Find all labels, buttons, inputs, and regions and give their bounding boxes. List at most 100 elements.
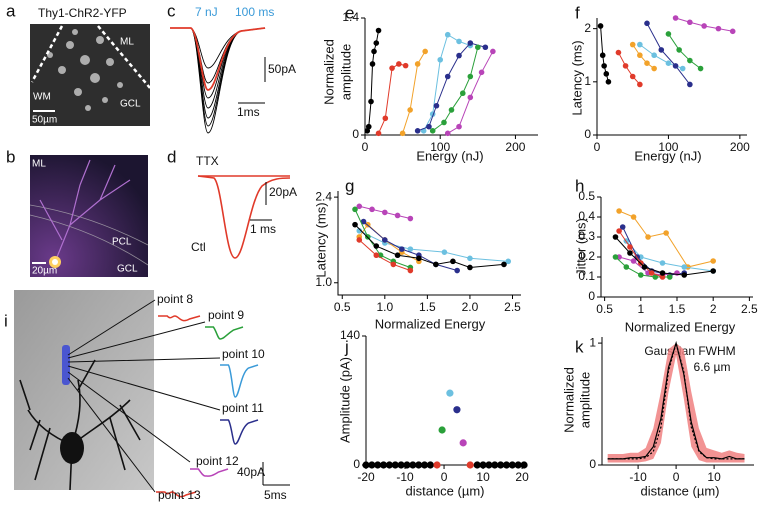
y-tick-label: 0.1	[578, 269, 595, 283]
trace	[170, 27, 266, 69]
data-point	[679, 65, 686, 72]
panel-letter: e	[345, 3, 354, 22]
x-tick-label: 0	[362, 140, 369, 154]
x-tick-label: 1	[637, 302, 644, 316]
data-point	[414, 128, 421, 134]
x-tick-label: 200	[505, 140, 525, 154]
x-tick-label: 0	[441, 470, 448, 484]
point-label: point 9	[208, 308, 244, 322]
x-tick-label: 0	[673, 470, 680, 484]
point-label: point 13	[158, 488, 201, 502]
trace	[190, 468, 229, 477]
data-point	[485, 461, 493, 469]
data-point	[416, 255, 422, 262]
annotation: 6.6 µm	[694, 360, 731, 374]
y-tick-label: 0.2	[578, 249, 595, 263]
data-point	[441, 119, 447, 126]
panel-letter: b	[6, 147, 15, 166]
y-axis-label: Latency (ms)	[313, 202, 328, 277]
y-axis-label: amplitude	[577, 372, 592, 428]
data-point	[623, 264, 630, 270]
traces-c	[170, 27, 266, 134]
y-tick-label: 0	[589, 457, 596, 471]
axes	[337, 191, 521, 296]
series-line	[646, 23, 691, 85]
data-point	[651, 52, 657, 59]
data-point	[362, 461, 370, 469]
panel-letter: f	[575, 3, 580, 22]
x-tick-label: 0.5	[334, 300, 351, 314]
data-point	[514, 461, 522, 469]
data-point	[407, 267, 414, 274]
data-point	[630, 258, 637, 264]
data-point	[616, 228, 622, 234]
data-point	[641, 264, 648, 270]
scale-label: 40pA	[237, 465, 265, 479]
data-point	[479, 461, 487, 469]
point-label: point 11	[222, 401, 264, 415]
data-point	[627, 244, 633, 250]
trace	[170, 27, 266, 91]
data-point	[501, 261, 507, 268]
data-point	[676, 47, 682, 53]
data-point	[622, 63, 629, 69]
y-axis-label: Jitter (ms)	[573, 218, 588, 276]
data-point	[616, 208, 622, 214]
micrograph-a	[30, 24, 151, 126]
data-point	[505, 258, 512, 265]
data-point	[371, 48, 377, 55]
x-tick-label: 100	[430, 140, 450, 154]
y-tick-label: 140	[340, 328, 360, 342]
y-tick-label: 2.4	[315, 189, 332, 203]
y-axis-label: Amplitude (pA)	[337, 357, 352, 443]
scale-label: 20pA	[269, 185, 297, 199]
series-line	[359, 230, 509, 262]
data-point	[687, 57, 693, 64]
data-point	[644, 20, 650, 27]
axes	[365, 336, 526, 466]
x-tick-label: 200	[730, 140, 750, 154]
data-point	[422, 48, 428, 55]
data-point	[603, 71, 610, 77]
data-point	[644, 60, 650, 67]
data-point	[415, 461, 423, 469]
data-point	[687, 81, 693, 88]
data-point	[491, 461, 499, 469]
data-point	[356, 203, 363, 210]
data-point	[396, 61, 402, 67]
data-point	[502, 461, 511, 469]
data-point	[651, 65, 657, 72]
data-point	[459, 90, 466, 97]
x-tick-label: 2.5	[504, 300, 521, 314]
data-point	[697, 65, 704, 72]
series-line	[617, 52, 641, 85]
x-axis-label: Energy (nJ)	[416, 148, 483, 163]
y-tick-label: 2	[584, 21, 591, 35]
data-point	[385, 461, 394, 469]
data-point	[599, 52, 606, 59]
data-point	[637, 41, 643, 48]
panel-letter: d	[167, 147, 176, 166]
trace-label: Ctl	[191, 240, 206, 254]
data-point	[497, 461, 505, 469]
data-point	[426, 461, 434, 469]
x-axis-label: Normalized Energy	[375, 316, 486, 331]
scale-label: 1 ms	[250, 222, 276, 236]
data-point	[672, 15, 679, 21]
data-point	[433, 102, 440, 109]
panel-letter: j	[344, 337, 349, 356]
micrograph-i	[14, 290, 221, 493]
point-label: point 10	[222, 347, 265, 361]
axes	[600, 197, 753, 298]
series-line	[632, 44, 655, 69]
data-point	[615, 49, 622, 56]
micrograph-b	[29, 155, 149, 277]
y-tick-label: 1	[589, 335, 596, 349]
data-point	[373, 243, 380, 249]
x-tick-label: 2	[710, 302, 717, 316]
trace	[156, 491, 197, 498]
data-point	[433, 461, 441, 469]
region-label: WM	[33, 92, 51, 103]
y-axis-label: Normalized	[321, 39, 336, 105]
data-point	[444, 73, 451, 80]
